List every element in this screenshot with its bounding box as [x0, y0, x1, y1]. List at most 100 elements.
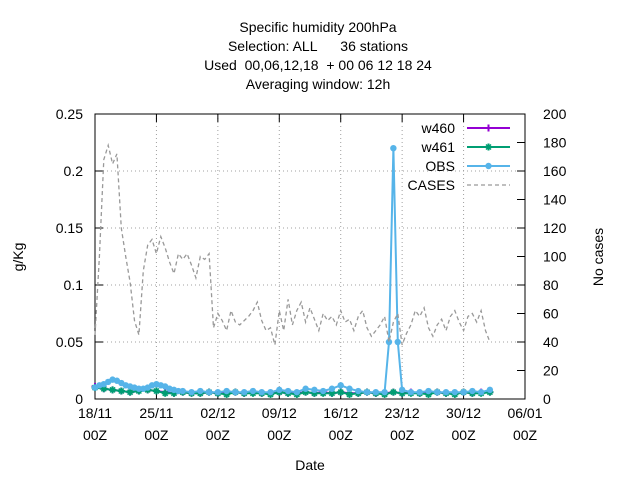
- y-tick-label: 0.15: [56, 220, 83, 236]
- data-point: [398, 386, 406, 394]
- data-point: [363, 388, 371, 396]
- data-point: [485, 143, 492, 151]
- data-point-stroke: [100, 385, 107, 392]
- data-point: [345, 390, 353, 398]
- data-point: [109, 386, 117, 394]
- data-point: [161, 389, 169, 397]
- y-tick-label: 0.1: [64, 277, 84, 293]
- title-line: Used 00,06,12,18 + 00 06 12 18 24: [204, 57, 432, 73]
- legend: w460 w461 OBS CASES: [408, 120, 510, 193]
- data-point: [425, 387, 432, 395]
- data-point-stroke: [127, 389, 134, 396]
- x-tick-label: 00Z: [513, 427, 538, 443]
- data-point: [223, 387, 230, 395]
- title-line: Specific humidity 200hPa: [239, 19, 396, 35]
- data-point: [232, 388, 239, 396]
- x-tick-label: 23/12: [385, 405, 420, 421]
- data-point: [311, 386, 318, 394]
- data-point-stroke: [162, 390, 169, 397]
- y2-axis-label: No cases: [590, 228, 606, 286]
- x-tick-label: 30/12: [446, 405, 481, 421]
- x-tick-label: 00Z: [83, 427, 108, 443]
- data-point: [385, 338, 393, 346]
- x-tick-label: 00Z: [390, 427, 415, 443]
- x-tick-label: 09/12: [262, 405, 297, 421]
- grid: [95, 114, 525, 399]
- legend-item-w460: w460: [421, 120, 510, 136]
- data-point-stroke: [485, 143, 492, 151]
- data-point-stroke: [346, 391, 353, 398]
- data-point: [302, 385, 309, 392]
- series-line: [94, 386, 491, 396]
- data-point: [486, 386, 494, 394]
- data-point: [407, 388, 415, 396]
- y-axis-label: g/Kg: [10, 243, 26, 272]
- x-tick-label: 00Z: [452, 427, 477, 443]
- x-tick-label: 16/12: [323, 405, 358, 421]
- data-point: [416, 388, 423, 396]
- x-tick-label: 25/11: [139, 405, 173, 421]
- data-point: [442, 388, 450, 396]
- legend-label: CASES: [408, 177, 455, 193]
- data-point: [175, 387, 182, 395]
- x-tick-label: 06/01: [507, 405, 542, 421]
- y-tick-label: 0.25: [56, 106, 83, 122]
- data-point: [258, 388, 265, 396]
- x-tick-label: 00Z: [144, 427, 169, 443]
- data-point: [214, 388, 222, 396]
- x-tick-label: 00Z: [267, 427, 292, 443]
- legend-label: w460: [421, 120, 456, 136]
- x-tick-label: 00Z: [329, 427, 354, 443]
- data-point: [394, 338, 401, 346]
- data-point: [460, 388, 467, 396]
- legend-item-obs: OBS: [425, 158, 510, 174]
- y2-tick-label: 140: [543, 192, 567, 208]
- y2-tick-label: 160: [543, 163, 567, 179]
- x-axis-label: Date: [295, 457, 325, 473]
- data-point: [381, 388, 388, 396]
- data-point: [267, 388, 274, 396]
- title-line: Selection: ALL 36 stations: [228, 38, 408, 54]
- data-point-stroke: [390, 389, 397, 396]
- y2-tick-label: 60: [543, 306, 559, 322]
- data-point: [328, 385, 336, 392]
- x-tick-label: 00Z: [206, 427, 231, 443]
- data-point: [346, 385, 353, 392]
- y2-tick-label: 100: [543, 249, 567, 265]
- y2-tick-label: 0: [543, 391, 551, 407]
- y2-tick-label: 200: [543, 106, 567, 122]
- legend-item-w461: w461: [421, 139, 510, 155]
- data-point-stroke: [118, 387, 125, 395]
- legend-item-cases: CASES: [408, 177, 510, 193]
- data-point: [485, 162, 492, 170]
- y2-tick-label: 40: [543, 334, 559, 350]
- data-point: [372, 388, 380, 396]
- title-line: Averaging window: 12h: [246, 76, 391, 92]
- y2-tick-label: 180: [543, 135, 567, 151]
- data-point: [469, 387, 476, 395]
- data-point: [434, 388, 441, 396]
- data-point-stroke: [328, 390, 335, 397]
- data-point-stroke: [337, 389, 344, 396]
- data-point: [355, 387, 362, 395]
- series-cases: [94, 142, 491, 346]
- data-point: [152, 387, 160, 395]
- legend-label: w461: [421, 139, 456, 155]
- data-point-stroke: [109, 386, 116, 393]
- chart-title: Specific humidity 200hPa Selection: ALL …: [204, 19, 432, 92]
- data-point: [205, 388, 213, 396]
- data-point: [188, 388, 195, 396]
- data-point: [249, 387, 257, 395]
- plot-border: [94, 113, 526, 400]
- data-point: [179, 387, 186, 395]
- data-point: [337, 382, 344, 389]
- legend-label: OBS: [425, 158, 455, 174]
- data-point: [293, 388, 301, 396]
- data-point-stroke: [153, 387, 160, 395]
- data-point: [477, 388, 485, 396]
- x-tick-label: 18/11: [78, 405, 112, 421]
- y-tick-label: 0: [75, 391, 83, 407]
- series-line: [94, 142, 491, 346]
- y2-tick-label: 120: [543, 220, 567, 236]
